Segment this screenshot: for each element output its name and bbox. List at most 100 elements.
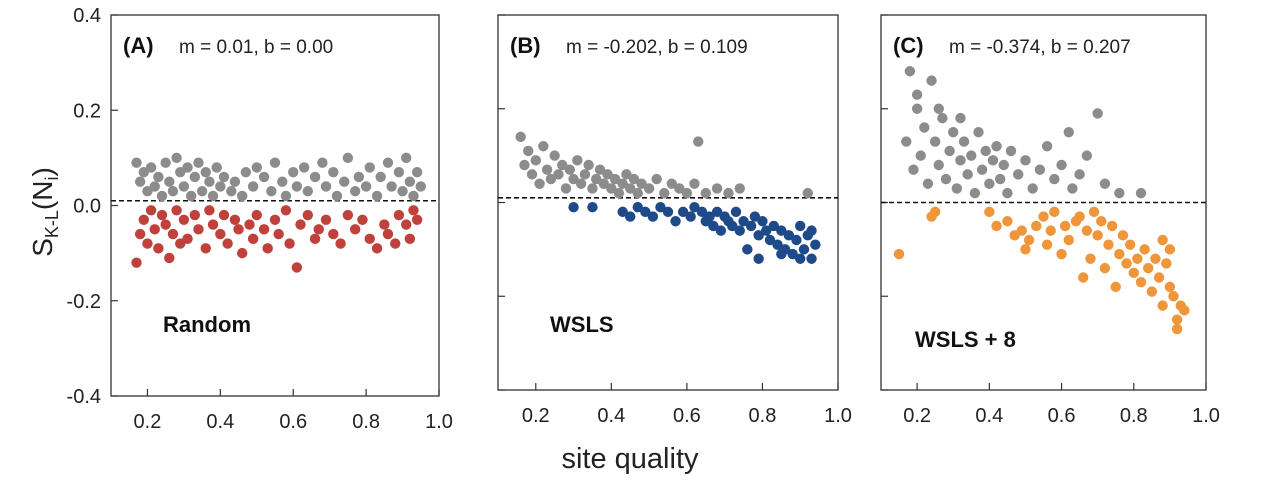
data-point-lower	[335, 238, 345, 248]
data-point-upper	[955, 155, 965, 165]
data-point-upper	[1064, 127, 1074, 137]
data-point-lower	[1165, 244, 1175, 254]
data-point-lower	[1118, 230, 1128, 240]
data-point-upper	[317, 157, 327, 167]
data-point-lower	[1114, 249, 1124, 259]
data-point-lower	[1150, 254, 1160, 264]
data-point-upper	[1049, 174, 1059, 184]
data-point-upper	[215, 181, 225, 191]
data-point-upper	[912, 89, 922, 99]
data-point-lower	[648, 211, 658, 221]
data-point-lower	[171, 205, 181, 215]
data-point-upper	[1092, 108, 1102, 118]
data-point-upper	[248, 181, 258, 191]
data-point-upper	[1006, 146, 1016, 156]
data-point-upper	[930, 136, 940, 146]
data-point-lower	[153, 243, 163, 253]
data-point-upper	[587, 183, 597, 193]
data-point-upper	[350, 186, 360, 196]
data-point-lower	[303, 210, 313, 220]
x-tick-label-0.2: 0.2	[522, 405, 550, 427]
data-point-lower	[568, 202, 578, 212]
data-point-upper	[157, 191, 167, 201]
data-point-upper	[153, 172, 163, 182]
data-point-lower	[1132, 254, 1142, 264]
data-point-upper	[164, 176, 174, 186]
data-point-upper	[962, 169, 972, 179]
data-point-upper	[553, 169, 563, 179]
data-point-upper	[226, 186, 236, 196]
data-point-upper	[919, 122, 929, 132]
data-point-upper	[343, 153, 353, 163]
y-label-close: )	[27, 167, 58, 176]
data-point-lower	[670, 216, 680, 226]
data-point-lower	[1107, 221, 1117, 231]
x-axis-label: site quality	[561, 443, 699, 475]
data-point-lower	[201, 243, 211, 253]
data-point-lower	[1092, 230, 1102, 240]
data-point-upper	[303, 186, 313, 196]
data-point-upper	[310, 172, 320, 182]
data-point-upper	[712, 183, 722, 193]
data-point-upper	[723, 188, 733, 198]
y-tick-label: 0.2	[73, 100, 101, 122]
data-point-lower	[219, 210, 229, 220]
data-point-upper	[339, 176, 349, 186]
data-point-upper	[1002, 188, 1012, 198]
data-point-lower	[1161, 258, 1171, 268]
panel-c: 0.2 0.4 0.6 0.8 1.0(C) m = -0.374, b = 0.207W…	[881, 15, 1220, 427]
data-point-upper	[580, 169, 590, 179]
data-point-upper	[984, 179, 994, 189]
data-point-lower	[383, 229, 393, 239]
fit-annotation: m = -0.202, b = 0.109	[566, 37, 748, 58]
data-point-lower	[208, 219, 218, 229]
data-point-upper	[230, 176, 240, 186]
data-point-lower	[135, 229, 145, 239]
data-point-upper	[977, 164, 987, 174]
data-point-upper	[803, 188, 813, 198]
data-point-upper	[614, 188, 624, 198]
data-point-upper	[538, 141, 548, 151]
data-point-lower	[190, 210, 200, 220]
data-point-lower	[685, 211, 695, 221]
data-point-upper	[926, 75, 936, 85]
data-point-lower	[1136, 277, 1146, 287]
data-point-lower	[1082, 225, 1092, 235]
panel-label: (C)	[893, 33, 924, 58]
panel-label: (A)	[123, 33, 154, 58]
data-point-lower	[625, 211, 635, 221]
data-point-lower	[372, 243, 382, 253]
data-point-lower	[295, 219, 305, 229]
data-point-lower	[1078, 272, 1088, 282]
data-point-upper	[281, 191, 291, 201]
y-label-tail: (N	[27, 181, 58, 211]
series-name-label: Random	[163, 312, 251, 337]
data-point-lower	[795, 221, 805, 231]
data-point-upper	[405, 176, 415, 186]
data-point-lower	[1020, 244, 1030, 254]
data-point-lower	[984, 207, 994, 217]
panel-b: 0.2 0.4 0.6 0.8 1.0(B) m = -0.202, b = 0.109W…	[498, 15, 852, 427]
data-point-upper	[916, 150, 926, 160]
x-tick-label-0.6: 0.6	[673, 405, 701, 427]
data-point-lower	[1157, 300, 1167, 310]
data-point-upper	[644, 183, 654, 193]
data-point-upper	[299, 162, 309, 172]
data-point-upper	[651, 174, 661, 184]
data-point-upper	[1114, 188, 1124, 198]
y-label-sub: K-L	[42, 210, 62, 238]
data-point-lower	[150, 224, 160, 234]
data-point-upper	[361, 181, 371, 191]
data-point-lower	[328, 229, 338, 239]
data-point-lower	[731, 207, 741, 217]
data-point-upper	[981, 146, 991, 156]
data-point-lower	[1168, 291, 1178, 301]
data-point-lower	[230, 215, 240, 225]
data-point-lower	[263, 243, 273, 253]
data-point-upper	[252, 162, 262, 172]
data-point-lower	[1121, 258, 1131, 268]
data-point-lower	[179, 215, 189, 225]
data-point-upper	[908, 164, 918, 174]
data-point-lower	[379, 219, 389, 229]
